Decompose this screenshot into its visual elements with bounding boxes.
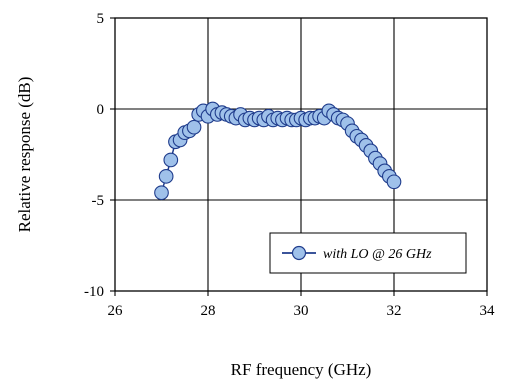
y-tick-label: 0 [97, 102, 105, 118]
x-tick-label: 26 [108, 303, 124, 319]
data-point [386, 174, 402, 190]
x-tick-label: 30 [294, 303, 309, 319]
legend-label: with LO @ 26 GHz [323, 247, 432, 262]
x-axis-title: RF frequency (GHz) [231, 360, 372, 379]
x-tick-label: 34 [480, 303, 496, 319]
data-point [163, 152, 179, 168]
y-tick-label: -5 [92, 193, 105, 209]
y-tick-label: -10 [84, 284, 104, 300]
data-point [186, 119, 202, 135]
data-point [154, 185, 169, 201]
y-tick-label: 5 [97, 11, 105, 27]
legend: with LO @ 26 GHz [269, 232, 467, 274]
x-tick-label: 32 [387, 303, 402, 319]
axis-ticks: 26 28 30 32 34 5 0 -5 -10 [84, 11, 495, 319]
data-point [158, 168, 174, 184]
y-axis-title: Relative response (dB) [15, 77, 34, 233]
series-layer [154, 101, 402, 201]
x-tick-label: 28 [201, 303, 216, 319]
legend-marker [291, 245, 307, 261]
